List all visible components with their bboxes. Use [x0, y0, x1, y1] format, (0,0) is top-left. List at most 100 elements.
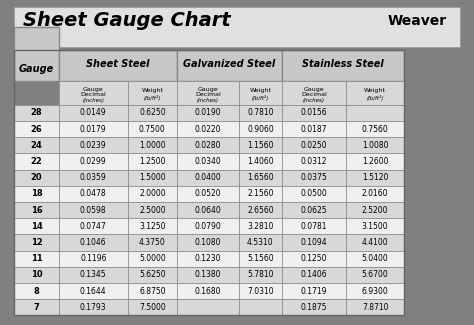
FancyBboxPatch shape	[239, 218, 282, 234]
FancyBboxPatch shape	[128, 251, 177, 267]
FancyBboxPatch shape	[128, 170, 177, 186]
Text: 10: 10	[31, 270, 42, 280]
FancyBboxPatch shape	[177, 283, 239, 299]
Text: 0.1250: 0.1250	[301, 254, 327, 263]
FancyBboxPatch shape	[14, 6, 460, 47]
FancyBboxPatch shape	[282, 202, 346, 218]
Text: 2.0000: 2.0000	[139, 189, 165, 198]
FancyBboxPatch shape	[282, 50, 404, 81]
FancyBboxPatch shape	[14, 299, 59, 315]
FancyBboxPatch shape	[59, 153, 128, 170]
FancyBboxPatch shape	[177, 267, 239, 283]
Text: 0.1644: 0.1644	[80, 287, 107, 295]
FancyBboxPatch shape	[14, 234, 59, 251]
Text: 0.1680: 0.1680	[195, 287, 221, 295]
Text: 0.0239: 0.0239	[80, 141, 107, 150]
FancyBboxPatch shape	[177, 121, 239, 137]
Text: 0.0280: 0.0280	[195, 141, 221, 150]
FancyBboxPatch shape	[346, 251, 404, 267]
FancyBboxPatch shape	[346, 137, 404, 153]
Text: 1.2500: 1.2500	[139, 157, 165, 166]
FancyBboxPatch shape	[282, 218, 346, 234]
Text: 5.6700: 5.6700	[362, 270, 389, 280]
FancyBboxPatch shape	[282, 283, 346, 299]
FancyBboxPatch shape	[14, 27, 59, 81]
FancyBboxPatch shape	[59, 234, 128, 251]
FancyBboxPatch shape	[177, 202, 239, 218]
FancyBboxPatch shape	[239, 267, 282, 283]
FancyBboxPatch shape	[177, 218, 239, 234]
Text: 0.0149: 0.0149	[80, 108, 107, 117]
FancyBboxPatch shape	[59, 81, 128, 105]
Text: 0.1380: 0.1380	[195, 270, 221, 280]
Text: 8: 8	[34, 287, 39, 295]
Text: 0.7500: 0.7500	[139, 124, 166, 134]
Text: 5.0000: 5.0000	[139, 254, 166, 263]
Text: 24: 24	[31, 141, 42, 150]
Text: 16: 16	[31, 206, 42, 214]
FancyBboxPatch shape	[128, 283, 177, 299]
Text: 0.1793: 0.1793	[80, 303, 107, 312]
Text: 1.0000: 1.0000	[139, 141, 165, 150]
Text: 0.0781: 0.0781	[301, 222, 327, 231]
FancyBboxPatch shape	[346, 218, 404, 234]
Text: 0.1875: 0.1875	[301, 303, 327, 312]
FancyBboxPatch shape	[177, 299, 239, 315]
Text: 2.5000: 2.5000	[139, 206, 165, 214]
Text: 5.0400: 5.0400	[362, 254, 389, 263]
Text: 7.8710: 7.8710	[362, 303, 388, 312]
Text: Stainless Steel: Stainless Steel	[302, 59, 383, 69]
FancyBboxPatch shape	[282, 137, 346, 153]
FancyBboxPatch shape	[239, 251, 282, 267]
Text: 2.6560: 2.6560	[247, 206, 273, 214]
FancyBboxPatch shape	[239, 283, 282, 299]
FancyBboxPatch shape	[282, 170, 346, 186]
Text: (lb/ft²): (lb/ft²)	[252, 95, 269, 101]
Text: 4.4100: 4.4100	[362, 238, 388, 247]
Text: 3.1500: 3.1500	[362, 222, 388, 231]
FancyBboxPatch shape	[128, 218, 177, 234]
Text: 7.5000: 7.5000	[139, 303, 166, 312]
Text: 0.0375: 0.0375	[301, 173, 327, 182]
Text: 0.0312: 0.0312	[301, 157, 327, 166]
FancyBboxPatch shape	[59, 137, 128, 153]
Text: 0.1719: 0.1719	[301, 287, 327, 295]
FancyBboxPatch shape	[346, 234, 404, 251]
FancyBboxPatch shape	[59, 186, 128, 202]
FancyBboxPatch shape	[128, 105, 177, 121]
Text: Weight: Weight	[249, 88, 271, 93]
Text: 0.0640: 0.0640	[195, 206, 221, 214]
Text: (lb/ft²): (lb/ft²)	[144, 95, 161, 101]
FancyBboxPatch shape	[346, 170, 404, 186]
Text: Decimal: Decimal	[301, 92, 327, 98]
FancyBboxPatch shape	[128, 137, 177, 153]
FancyBboxPatch shape	[282, 234, 346, 251]
Text: 0.0598: 0.0598	[80, 206, 107, 214]
Text: 0.0190: 0.0190	[195, 108, 221, 117]
Text: 22: 22	[31, 157, 42, 166]
Text: 1.6560: 1.6560	[247, 173, 273, 182]
FancyBboxPatch shape	[346, 299, 404, 315]
Text: 6.9300: 6.9300	[362, 287, 389, 295]
FancyBboxPatch shape	[346, 105, 404, 121]
Text: 0.0179: 0.0179	[80, 124, 107, 134]
Text: 2.0160: 2.0160	[362, 189, 388, 198]
Text: 0.0625: 0.0625	[301, 206, 327, 214]
Text: 7.0310: 7.0310	[247, 287, 273, 295]
Text: 18: 18	[31, 189, 42, 198]
Text: 0.0478: 0.0478	[80, 189, 107, 198]
FancyBboxPatch shape	[177, 153, 239, 170]
Text: Decimal: Decimal	[195, 92, 221, 98]
Text: 1.5120: 1.5120	[362, 173, 388, 182]
FancyBboxPatch shape	[128, 121, 177, 137]
Text: 0.0299: 0.0299	[80, 157, 107, 166]
FancyBboxPatch shape	[14, 137, 59, 153]
FancyBboxPatch shape	[177, 105, 239, 121]
FancyBboxPatch shape	[282, 81, 346, 105]
Text: 0.9060: 0.9060	[247, 124, 274, 134]
FancyBboxPatch shape	[282, 105, 346, 121]
Text: 28: 28	[31, 108, 42, 117]
Text: (inches): (inches)	[303, 98, 325, 103]
FancyBboxPatch shape	[346, 121, 404, 137]
FancyBboxPatch shape	[14, 105, 59, 121]
